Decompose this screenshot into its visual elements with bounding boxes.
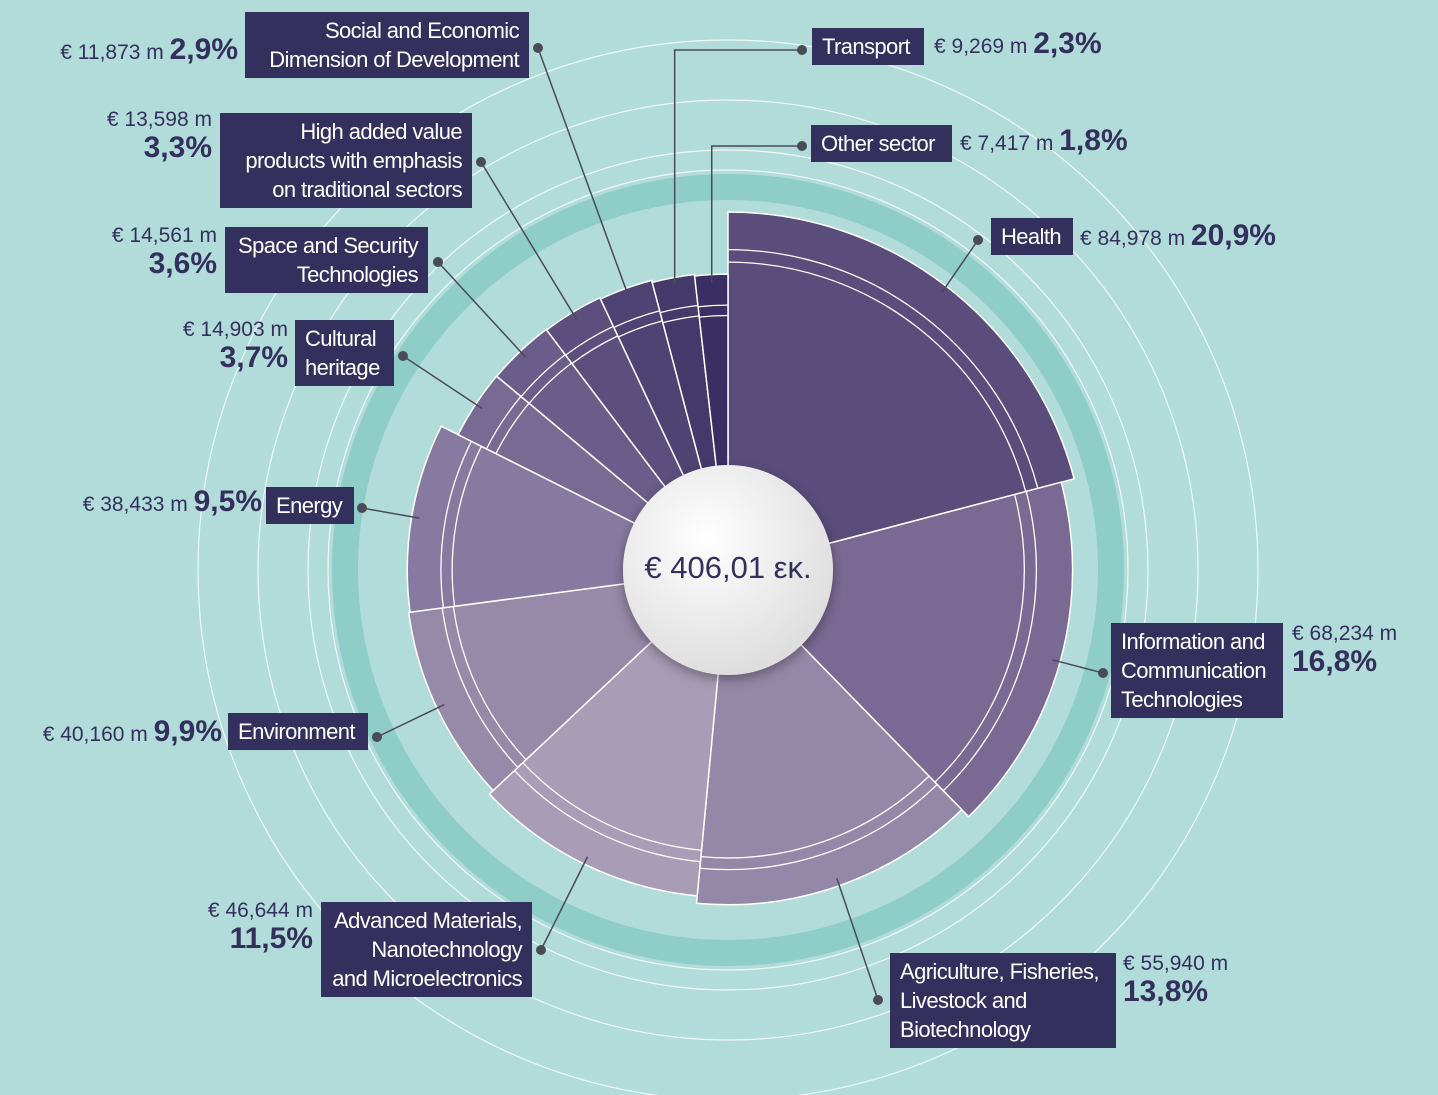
value-group: € 9,269 m 2,3%: [934, 27, 1102, 61]
share-label: 3,7%: [219, 341, 288, 374]
share-label: 2,9%: [169, 33, 238, 66]
leader-dot: [1098, 668, 1108, 678]
value-label: € 9,269 m: [934, 35, 1028, 58]
slice-arc: [700, 775, 930, 859]
share-label: 16,8%: [1292, 645, 1378, 678]
decor-rings: [197, 39, 1259, 1095]
share-label: 1,8%: [1059, 124, 1128, 157]
value-group: € 14,561 m 3,6%: [111, 222, 217, 280]
category-label: Space and Security Technologies: [225, 227, 428, 293]
category-label: Environment: [228, 713, 368, 750]
value-group: € 84,978 m 20,9%: [1080, 219, 1276, 253]
value-group: € 13,598 m 3,3%: [106, 106, 212, 164]
slice-arc: [727, 261, 1027, 492]
category-label: Transport: [812, 28, 924, 65]
value-label: € 55,940 m: [1123, 952, 1229, 975]
slice-arc: [451, 446, 483, 607]
category-label: Health: [991, 218, 1073, 255]
slice-arc: [698, 304, 729, 308]
center-disc: [623, 465, 833, 675]
leader-line: [361, 507, 420, 519]
value-group: € 38,433 m 9,5%: [82, 485, 262, 519]
slice-arc: [699, 314, 729, 318]
leader-line: [941, 239, 979, 294]
category-label: Other sector: [811, 125, 952, 162]
teal-band: [332, 174, 1124, 966]
value-group: € 14,903 m 3,7%: [182, 316, 288, 374]
slice-arc: [485, 396, 522, 450]
category-label: High added value products with emphasis …: [220, 113, 472, 208]
slice-arc: [520, 354, 566, 398]
value-label: € 14,561 m: [111, 224, 217, 247]
leader-line: [480, 161, 578, 320]
share-label: 9,5%: [193, 485, 262, 518]
value-group: € 7,417 m 1,8%: [960, 124, 1128, 158]
slice-arc: [452, 606, 527, 761]
slice-arc: [699, 784, 938, 871]
slice-arc: [441, 607, 519, 768]
value-group: € 55,940 m 13,8%: [1123, 950, 1229, 1008]
leader-dot: [433, 257, 443, 267]
leader-dot: [536, 945, 546, 955]
leader-dot: [797, 45, 807, 55]
leader-dot: [372, 732, 382, 742]
leader-line: [402, 355, 483, 410]
leader-dot: [797, 141, 807, 151]
share-label: 20,9%: [1190, 219, 1276, 252]
leader-line: [376, 703, 445, 738]
share-label: 9,9%: [153, 715, 222, 748]
slice-arc: [934, 494, 1025, 783]
slice-arc: [528, 362, 572, 404]
category-label: Advanced Materials, Nanotechnology and M…: [321, 902, 532, 997]
share-label: 2,3%: [1033, 27, 1102, 60]
share-label: 3,3%: [143, 131, 212, 164]
slice-arc: [727, 248, 1039, 489]
value-group: € 68,234 m 16,8%: [1292, 620, 1398, 678]
leader-dot: [357, 503, 367, 513]
value-group: € 46,644 m 11,5%: [207, 897, 313, 955]
leader-line: [836, 877, 879, 1001]
value-label: € 40,160 m: [42, 723, 148, 746]
category-label: Social and Economic Dimension of Develop…: [245, 12, 529, 78]
slice-arc: [942, 491, 1038, 792]
value-label: € 46,644 m: [207, 899, 313, 922]
slice-arc: [565, 325, 614, 356]
category-label: Cultural heritage: [295, 320, 394, 386]
leader-line: [540, 856, 589, 951]
value-group: € 40,160 m 9,9%: [42, 715, 222, 749]
value-label: € 38,433 m: [82, 493, 188, 516]
leader-line: [710, 145, 802, 283]
center-label: € 406,01 εκ.: [644, 550, 811, 585]
value-label: € 11,873 m: [60, 41, 164, 64]
slice-arc: [513, 770, 701, 863]
slice-arc: [571, 335, 619, 365]
share-label: 13,8%: [1123, 975, 1209, 1008]
slice-arc: [440, 440, 472, 608]
leader-line: [537, 47, 630, 297]
value-label: € 7,417 m: [960, 132, 1054, 155]
leader-dot: [533, 43, 543, 53]
share-label: 11,5%: [229, 922, 313, 955]
leader-dot: [398, 351, 408, 361]
value-label: € 14,903 m: [182, 318, 288, 341]
leader-line: [673, 49, 802, 286]
leader-dot: [476, 157, 486, 167]
value-label: € 13,598 m: [106, 108, 212, 131]
leader-dot: [873, 995, 883, 1005]
slice-arc: [495, 402, 530, 454]
category-label: Energy: [266, 487, 354, 524]
value-group: € 11,873 m 2,9%: [60, 33, 238, 67]
value-label: € 84,978 m: [1080, 227, 1186, 250]
share-label: 3,6%: [148, 247, 217, 280]
leader-line: [437, 261, 527, 358]
leader-dot: [973, 235, 983, 245]
value-label: € 68,234 m: [1292, 622, 1398, 645]
slice-arc: [522, 762, 702, 851]
leader-line: [1052, 659, 1104, 674]
category-label: Agriculture, Fisheries, Livestock and Bi…: [890, 953, 1116, 1048]
category-label: Information and Communication Technologi…: [1111, 623, 1283, 718]
